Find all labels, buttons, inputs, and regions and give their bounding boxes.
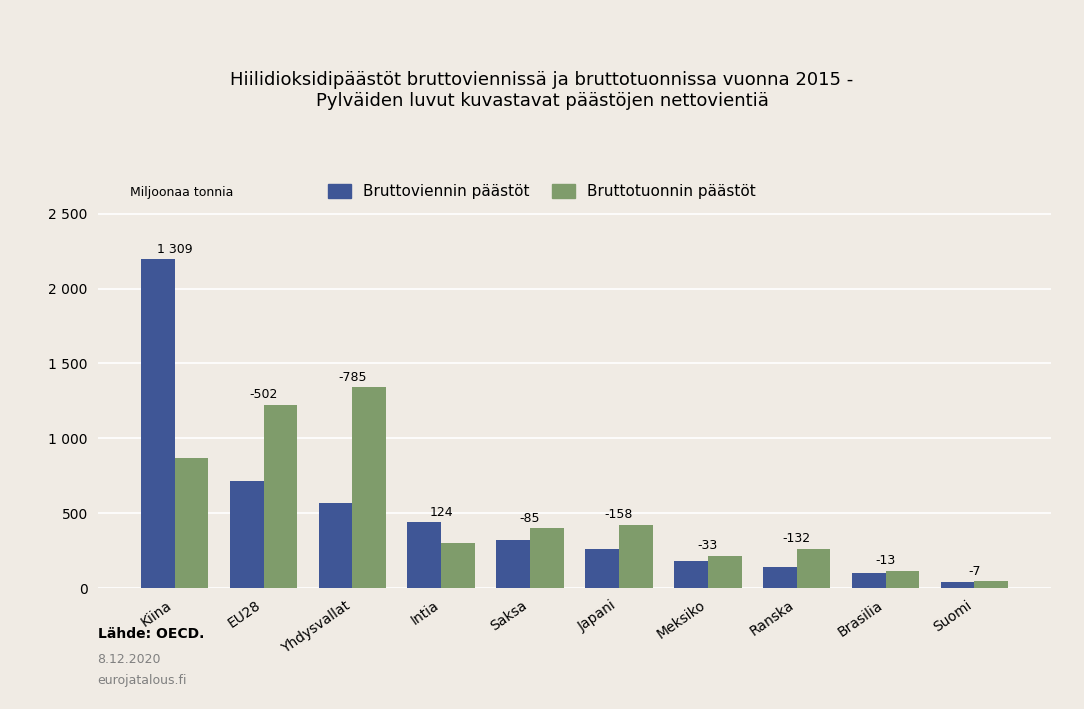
Text: -13: -13	[876, 554, 895, 567]
Bar	[674, 561, 708, 588]
Bar	[263, 405, 297, 588]
Bar	[530, 528, 564, 588]
Text: -502: -502	[249, 388, 278, 401]
Bar	[441, 542, 475, 588]
Text: Lähde: OECD.: Lähde: OECD.	[98, 627, 204, 641]
Text: -785: -785	[338, 371, 366, 384]
Text: 8.12.2020: 8.12.2020	[98, 653, 162, 666]
Text: Hiilidioksidipäästöt bruttoviennissä ja bruttotuonnissa vuonna 2015 -
Pylväiden : Hiilidioksidipäästöt bruttoviennissä ja …	[231, 71, 853, 110]
Bar	[230, 481, 263, 588]
Text: eurojatalous.fi: eurojatalous.fi	[98, 674, 188, 687]
Bar	[763, 567, 797, 588]
Bar	[585, 549, 619, 588]
Text: -132: -132	[783, 532, 811, 545]
Text: Miljoonaa tonnia: Miljoonaa tonnia	[130, 186, 234, 199]
Bar	[141, 259, 175, 588]
Legend: Bruttoviennin päästöt, Bruttotuonnin päästöt: Bruttoviennin päästöt, Bruttotuonnin pää…	[322, 178, 762, 205]
Text: 1 309: 1 309	[157, 242, 193, 255]
Bar	[408, 523, 441, 588]
Bar	[352, 388, 386, 588]
Bar	[496, 540, 530, 588]
Text: 124: 124	[429, 506, 453, 519]
Bar	[797, 549, 830, 588]
Text: -7: -7	[968, 564, 981, 578]
Bar	[319, 503, 352, 588]
Bar	[886, 571, 919, 588]
Text: -85: -85	[520, 512, 540, 525]
Bar	[175, 458, 208, 588]
Bar	[941, 582, 975, 588]
Bar	[975, 581, 1008, 588]
Text: -33: -33	[698, 540, 718, 552]
Bar	[708, 557, 741, 588]
Text: -158: -158	[605, 508, 633, 521]
Bar	[852, 574, 886, 588]
Bar	[619, 525, 653, 588]
